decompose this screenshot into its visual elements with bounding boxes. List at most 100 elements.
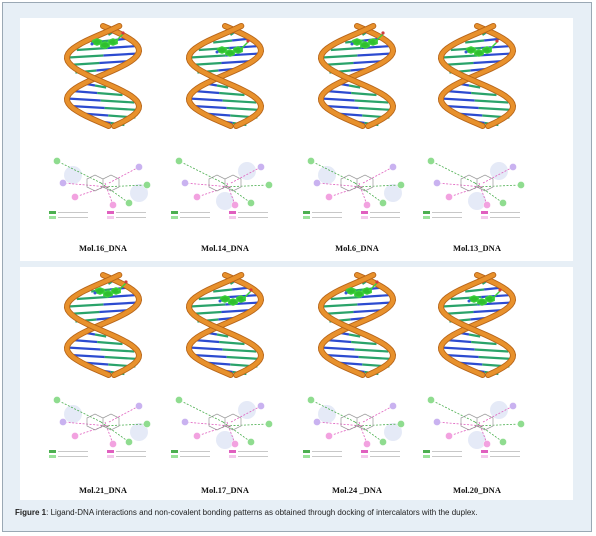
residue-halo (216, 431, 234, 449)
legend-text-line (312, 212, 342, 213)
ligand-ring (477, 298, 487, 306)
interaction-map-2d (423, 396, 525, 458)
ligand-sidechain (117, 282, 127, 292)
residue-halo (384, 423, 402, 441)
base-pair-green (97, 91, 123, 97)
ligand-nitrogen-atom (467, 299, 471, 303)
residue-halo (384, 184, 402, 202)
legend-text-line (180, 456, 210, 457)
dna-backbone-strand (438, 23, 516, 129)
base-pair-green (474, 99, 509, 104)
ligand-sidechain (491, 290, 501, 300)
residue-halo (468, 431, 486, 449)
ligand-ring (474, 49, 484, 57)
base-pair-green (442, 54, 478, 59)
legend-swatch (423, 455, 430, 458)
interaction-line (310, 160, 356, 184)
ligand-sidechain (488, 41, 498, 51)
legend-swatch (171, 450, 178, 453)
legend-swatch (423, 216, 430, 219)
dna-backbone-strand (186, 23, 264, 129)
figure-frame: Mol.16_DNA Mol.14_DNA Mol.6_DNA Mol.13_DNA … (2, 2, 592, 532)
ligand-ring (352, 38, 362, 46)
residue-node (363, 440, 371, 448)
ligand-2d-skeleton (460, 174, 494, 192)
residue-node (307, 157, 315, 165)
ligand-oxygen-atom (498, 288, 502, 292)
ligand-oxygen-atom (381, 31, 385, 35)
ligand-ring (217, 46, 227, 54)
residue-node (509, 163, 517, 171)
base-pair-green (219, 91, 245, 97)
ligand-nitrogen-atom (464, 50, 468, 54)
dna-backbone-strand (186, 272, 264, 378)
interaction-line (436, 421, 484, 427)
residue-node (499, 199, 507, 207)
residue-node (231, 201, 239, 209)
ligand-ring (228, 298, 238, 306)
legend-text-line (238, 456, 268, 457)
legend-swatch (107, 211, 114, 214)
interaction-line (222, 182, 252, 204)
residue-halo (216, 192, 234, 210)
legend-text-line (490, 456, 520, 457)
residue-node (53, 396, 61, 404)
interaction-line (104, 421, 114, 445)
legend-swatch (303, 216, 310, 219)
complex-cell: Mol.14_DNA (165, 18, 285, 261)
interaction-line (108, 166, 140, 184)
base-pair-green (348, 84, 361, 89)
complex-label: Mol.20_DNA (453, 485, 501, 495)
base-pair-green (361, 32, 367, 36)
residue-node (499, 438, 507, 446)
legend-text-line (58, 456, 88, 457)
residue-node (427, 157, 435, 165)
interaction-line (178, 160, 224, 184)
base-pair-green (104, 355, 140, 361)
ligand-2d-skeleton (340, 413, 374, 431)
residue-node (231, 440, 239, 448)
residue-node (379, 438, 387, 446)
base-pair-green (348, 333, 361, 338)
dna-duplex-3d-render (437, 23, 517, 129)
base-pair-green (107, 32, 113, 36)
residue-halo (130, 184, 148, 202)
base-pair-green (100, 348, 135, 353)
interaction-line (62, 182, 110, 188)
dna-backbone-strand (186, 23, 264, 129)
residue-node (445, 193, 453, 201)
legend-swatch (303, 211, 310, 214)
interaction-map-2d (303, 157, 405, 219)
legend-swatch (49, 450, 56, 453)
residue-halo (490, 162, 508, 180)
figure-caption-text: : Ligand-DNA interactions and non-covale… (46, 508, 478, 517)
dna-backbone-strand (438, 23, 516, 129)
complex-cell: Mol.20_DNA (417, 267, 537, 500)
ligand-oxygen-atom (375, 280, 379, 284)
residue-node (71, 193, 79, 201)
base-pair-green (190, 54, 226, 59)
interaction-line (62, 421, 110, 427)
residue-node (109, 440, 117, 448)
ligand-ring (469, 295, 479, 303)
base-pair-blue (103, 52, 139, 57)
complex-cell: Mol.24 _DNA (297, 267, 417, 500)
legend-swatch (423, 450, 430, 453)
interaction-line (482, 405, 514, 423)
residue-node (175, 396, 183, 404)
residue-node (125, 438, 133, 446)
ligand-ring (100, 41, 110, 49)
dna-duplex-3d-render (317, 272, 397, 378)
legend-swatch (229, 216, 236, 219)
base-pair-green (478, 355, 514, 361)
interaction-line (362, 405, 394, 423)
base-pair-blue (440, 346, 475, 351)
ligand-nitrogen-atom (215, 50, 219, 54)
base-pair-green (322, 54, 358, 59)
base-pair-green (468, 84, 481, 89)
dna-backbone-strand (438, 272, 516, 378)
base-pair-green (442, 303, 478, 308)
legend-swatch (107, 450, 114, 453)
interaction-map-2d (49, 157, 151, 219)
interaction-line (56, 399, 102, 423)
